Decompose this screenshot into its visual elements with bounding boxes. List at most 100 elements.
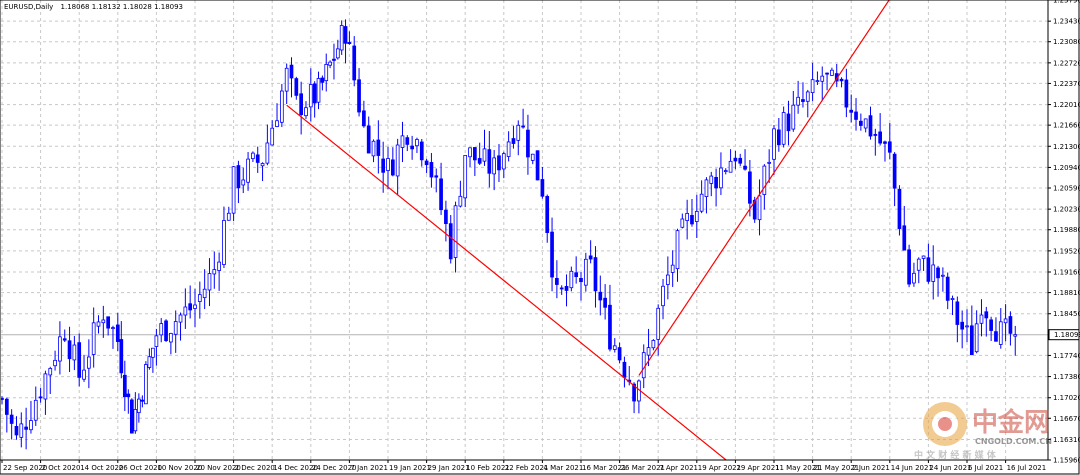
time-tick-label: 11 May 2021	[775, 464, 821, 472]
candle-body	[251, 152, 255, 160]
candle	[304, 101, 308, 119]
candle-body	[873, 134, 878, 136]
candle-body	[122, 374, 127, 398]
candle	[1008, 311, 1013, 346]
candle-body	[810, 79, 815, 94]
candle	[140, 395, 145, 408]
candle-body	[945, 276, 950, 301]
candle-body	[324, 64, 329, 82]
price-tick-label: 1.17740	[1053, 352, 1080, 360]
candle	[439, 162, 443, 215]
candle-body	[714, 177, 718, 189]
candle	[111, 325, 115, 349]
candle	[183, 288, 188, 329]
candle	[810, 62, 815, 102]
candle	[434, 168, 439, 193]
candle-body	[352, 45, 357, 81]
time-tick-label: 26 Oct 2020	[119, 464, 162, 472]
candle-body	[246, 158, 250, 183]
candle-body	[328, 61, 332, 66]
candle	[863, 118, 868, 133]
candle-body	[304, 107, 308, 117]
candle	[410, 135, 414, 160]
candle	[193, 288, 197, 328]
candle	[38, 387, 43, 403]
chart-symbol-label: EURUSD,Daily 1.18068 1.18132 1.18028 1.1…	[4, 3, 183, 11]
candle	[178, 312, 183, 341]
candle-body	[119, 339, 124, 374]
candle	[998, 308, 1003, 349]
candle	[62, 329, 67, 343]
candle	[53, 350, 57, 371]
trendlines[interactable]	[286, 0, 909, 475]
trendline[interactable]	[286, 104, 760, 475]
candle	[521, 108, 525, 129]
candles	[1, 19, 1018, 450]
candle-body	[43, 373, 48, 400]
candle-body	[709, 175, 714, 184]
candle	[343, 19, 348, 64]
candle-body	[704, 179, 709, 198]
trendline[interactable]	[638, 0, 909, 376]
candle-body	[612, 345, 617, 350]
candle-body	[140, 399, 145, 402]
candle-body	[429, 162, 434, 178]
candle	[535, 150, 540, 181]
candle-body	[4, 398, 9, 415]
candle-body	[53, 359, 57, 367]
candle	[29, 400, 33, 434]
candle-body	[453, 205, 458, 258]
candle	[357, 68, 361, 117]
candle	[912, 262, 916, 287]
candle-body	[974, 323, 979, 353]
candle-body	[516, 124, 521, 141]
candle	[776, 117, 781, 152]
candle	[680, 213, 685, 229]
candle-body	[444, 209, 448, 225]
candle	[506, 131, 511, 162]
candle	[965, 309, 969, 343]
candle	[371, 139, 376, 163]
candle-body	[231, 166, 236, 214]
candle-body	[511, 138, 516, 144]
candle-body	[366, 125, 371, 154]
candle-body	[530, 153, 535, 161]
candle-body	[897, 188, 902, 230]
candle-body	[405, 137, 410, 145]
candle-body	[651, 340, 656, 349]
candle	[820, 66, 825, 101]
candle	[14, 416, 19, 440]
candle	[312, 81, 317, 118]
candle-body	[386, 158, 390, 171]
candle	[395, 138, 400, 196]
candle-body	[559, 287, 564, 290]
candle-body	[183, 306, 188, 316]
price-tick-label: 1.16670	[1053, 415, 1080, 423]
candle-body	[776, 129, 781, 146]
candle-body	[347, 42, 352, 44]
candle	[87, 339, 91, 389]
candle	[868, 106, 873, 140]
candle-body	[275, 120, 279, 127]
candle	[241, 167, 246, 194]
time-tick-label: 22 Sep 2020	[3, 464, 47, 472]
candle-body	[603, 297, 607, 308]
candle	[945, 272, 950, 310]
candle-body	[14, 426, 19, 436]
candle	[593, 246, 598, 308]
watermark-tagline: 中 文 财 经 新 媒 体	[914, 449, 997, 461]
candle-body	[1003, 318, 1008, 324]
candle-body	[690, 215, 694, 225]
candle	[151, 347, 155, 373]
candle	[386, 146, 390, 190]
candle-body	[748, 171, 752, 204]
candle	[129, 398, 134, 434]
candle-body	[159, 323, 164, 336]
candle	[289, 57, 294, 98]
candle	[82, 354, 86, 382]
candle	[902, 205, 907, 251]
candle-body	[670, 264, 675, 273]
watermark-url: CNGOLD.COM.CN	[975, 437, 1052, 446]
time-tick-label: 24 Jun 2021	[929, 464, 971, 472]
